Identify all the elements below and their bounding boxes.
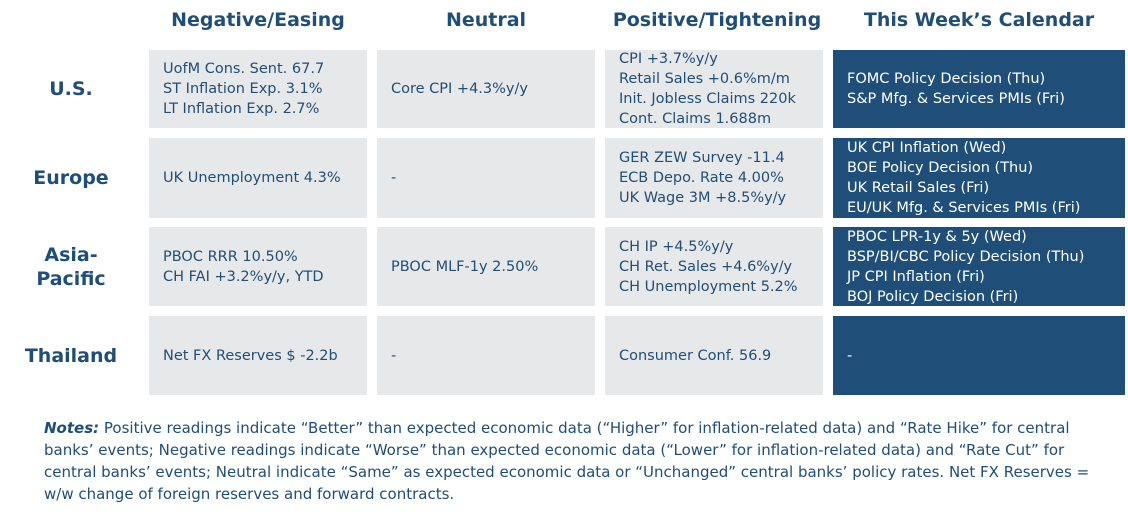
asia-pacific-positive-cell: CH IP +4.5%y/y CH Ret. Sales +4.6%y/y CH… — [605, 227, 823, 306]
europe-negative-cell: UK Unemployment 4.3% — [149, 138, 367, 218]
thailand-neutral-cell: - — [377, 316, 595, 395]
calendar-item: JP CPI Inflation (Fri) — [847, 268, 985, 285]
data-item: CH Unemployment 5.2% — [619, 278, 798, 295]
data-item: ST Inflation Exp. 3.1% — [163, 81, 323, 97]
thailand-negative-cell: Net FX Reserves $ -2.2b — [149, 316, 367, 395]
row-label-line: Asia- — [44, 243, 98, 266]
data-item: - — [391, 170, 397, 186]
data-item: Core CPI +4.3%y/y — [391, 81, 528, 97]
data-item: Cont. Claims 1.688m — [619, 111, 772, 127]
row-label-line: Thailand — [24, 344, 118, 367]
calendar-item: S&P Mfg. & Services PMIs (Fri) — [847, 91, 1065, 107]
data-item: LT Inflation Exp. 2.7% — [163, 101, 320, 117]
row-label-line: Europe — [33, 167, 109, 189]
header-neutral: Neutral — [445, 9, 527, 31]
calendar-item: - — [847, 347, 853, 364]
row-label-line: U.S. — [49, 78, 93, 100]
data-item: UK Unemployment 4.3% — [163, 170, 341, 186]
calendar-item: FOMC Policy Decision (Thu) — [847, 71, 1046, 87]
europe-calendar-cell: UK CPI Inflation (Wed) BOE Policy Decisi… — [833, 138, 1125, 218]
asia-pacific-neutral-cell: PBOC MLF-1y 2.50% — [377, 227, 595, 306]
us-positive-cell: CPI +3.7%y/y Retail Sales +0.6%m/m Init.… — [605, 50, 823, 128]
thailand-calendar-cell: - — [833, 316, 1125, 395]
data-item: GER ZEW Survey -11.4 — [619, 150, 785, 166]
calendar-item: BOJ Policy Decision (Fri) — [847, 288, 1019, 305]
data-item: Init. Jobless Claims 220k — [619, 91, 796, 107]
us-calendar-cell: FOMC Policy Decision (Thu) S&P Mfg. & Se… — [833, 50, 1125, 128]
data-item: - — [391, 347, 397, 364]
asia-pacific-calendar-cell: PBOC LPR-1y & 5y (Wed) BSP/BI/CBC Policy… — [833, 227, 1125, 306]
us-neutral-cell: Core CPI +4.3%y/y — [377, 50, 595, 128]
data-item: Net FX Reserves $ -2.2b — [163, 347, 338, 364]
data-item: CH Ret. Sales +4.6%y/y — [619, 258, 793, 275]
notes-label: Notes: — [44, 419, 100, 437]
header-negative-easing: Negative/Easing — [171, 9, 345, 31]
row-label-thailand: Thailand — [0, 316, 142, 395]
calendar-item: BOE Policy Decision (Thu) — [847, 160, 1034, 176]
header-positive-tightening: Positive/Tightening — [612, 9, 822, 31]
data-item: CH IP +4.5%y/y — [619, 238, 734, 255]
data-item: UofM Cons. Sent. 67.7 — [163, 61, 325, 77]
data-item: Retail Sales +0.6%m/m — [619, 71, 790, 87]
row-label-line: Pacific — [36, 267, 106, 290]
data-item: CH FAI +3.2%y/y, YTD — [163, 268, 324, 285]
us-negative-cell: UofM Cons. Sent. 67.7 ST Inflation Exp. … — [149, 50, 367, 128]
data-item: ECB Depo. Rate 4.00% — [619, 170, 784, 186]
thailand-positive-cell: Consumer Conf. 56.9 — [605, 316, 823, 395]
data-item: CPI +3.7%y/y — [619, 51, 718, 67]
row-label-europe: Europe — [0, 138, 142, 218]
europe-neutral-cell: - — [377, 138, 595, 218]
data-item: UK Wage 3M +8.5%y/y — [619, 190, 787, 206]
notes-paragraph: Notes: Positive readings indicate “Bette… — [44, 417, 1104, 505]
header-this-weeks-calendar: This Week’s Calendar — [863, 9, 1095, 31]
europe-positive-cell: GER ZEW Survey -11.4 ECB Depo. Rate 4.00… — [605, 138, 823, 218]
asia-pacific-negative-cell: PBOC RRR 10.50% CH FAI +3.2%y/y, YTD — [149, 227, 367, 306]
calendar-item: EU/UK Mfg. & Services PMIs (Fri) — [847, 200, 1081, 216]
calendar-item: BSP/BI/CBC Policy Decision (Thu) — [847, 248, 1085, 265]
calendar-item: UK Retail Sales (Fri) — [847, 180, 990, 196]
row-label-asia-pacific: Asia- Pacific — [0, 227, 142, 306]
data-item: PBOC RRR 10.50% — [163, 248, 298, 265]
data-item: Consumer Conf. 56.9 — [619, 347, 772, 364]
data-item: PBOC MLF-1y 2.50% — [391, 258, 539, 275]
calendar-item: PBOC LPR-1y & 5y (Wed) — [847, 228, 1027, 245]
calendar-item: UK CPI Inflation (Wed) — [847, 140, 1007, 156]
row-label-us: U.S. — [0, 50, 142, 128]
notes-text: Positive readings indicate “Better” than… — [44, 419, 1090, 503]
